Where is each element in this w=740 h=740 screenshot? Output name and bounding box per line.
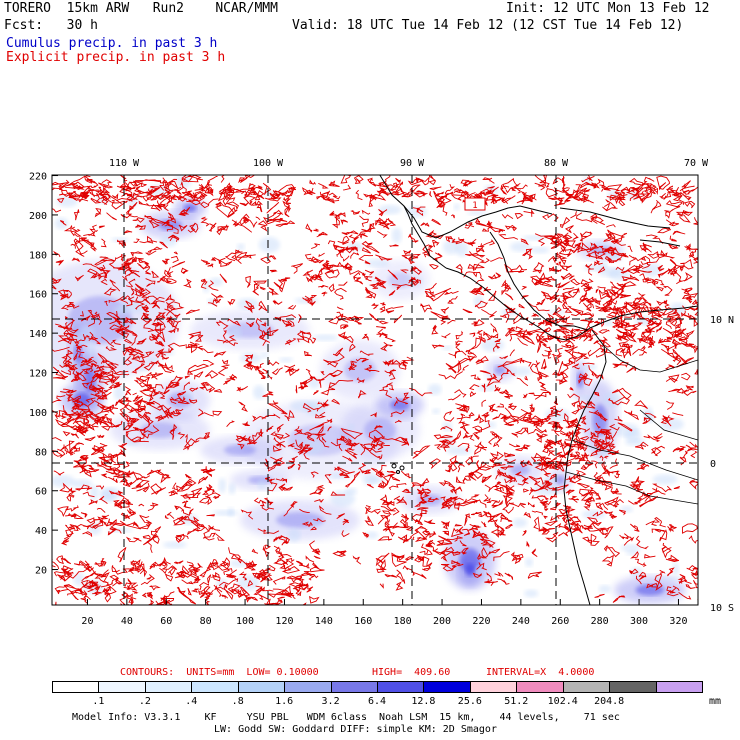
x-tick-label: 260 [551,616,569,627]
colorbar-tick-label: 204.8 [594,696,625,707]
y-tick-label: 160 [29,290,47,301]
longitude-label: 70 W [684,158,709,169]
physics-info: LW: Godd SW: Goddard DIFF: simple KM: 2D… [214,724,497,735]
colorbar-tick-label: 6.4 [367,696,387,707]
y-tick-label: 20 [35,566,47,577]
latitude-label: 10 N [710,315,734,326]
colorbar-tick-label: .2 [138,696,151,707]
axis-ticks [52,175,679,605]
longitude-label: 80 W [544,158,569,169]
x-tick-label: 240 [512,616,530,627]
colorbar-swatch [562,681,611,693]
colorbar-tick-label: .1 [92,696,105,707]
colorbar-swatch [98,681,146,693]
colorbar-tick-label: 12.8 [411,696,436,707]
colorbar-tick-label: 25.6 [457,696,482,707]
valid-time: Valid: 18 UTC Tue 14 Feb 12 (12 CST Tue … [292,18,684,33]
colorbar-tick-label: 51.2 [504,696,529,707]
latitude-label: 10 S [710,603,734,614]
colorbar-tick-label: 102.4 [547,696,578,707]
x-tick-label: 120 [275,616,293,627]
convective-precip-shading [52,175,687,604]
colorbar-swatch [655,681,703,693]
colorbar-tick-label: .4 [185,696,198,707]
y-tick-label: 220 [29,172,47,183]
y-tick-label: 120 [29,369,47,380]
longitude-label: 110 W [109,158,140,169]
x-tick-label: 160 [354,616,372,627]
init-time: Init: 12 UTC Mon 13 Feb 12 [506,1,710,16]
colorbar-swatch [516,681,564,693]
colorbar-swatch [423,681,471,693]
legend-cumulus: Cumulus precip. in past 3 h [6,36,218,51]
colorbar-tick-label: 3.2 [321,696,340,707]
y-tick-label: 80 [35,447,47,458]
x-tick-label: 100 [236,616,254,627]
axis-tick-labels: 220 200 180 160 140 120 100 80 60 40 20 20 40 60 80 100… [29,158,734,627]
x-tick-label: 320 [669,616,687,627]
x-tick-label: 60 [160,616,172,627]
contour-units: CONTOURS: UNITS=mm LOW= 0.10000 [120,667,319,678]
max-value-marker [464,197,486,211]
colorbar-swatch [284,681,332,693]
latitude-label: 0 [710,459,716,470]
x-tick-label: 200 [433,616,451,627]
map-frame [51,174,699,606]
y-tick-label: 140 [29,329,47,340]
x-tick-label: 220 [472,616,490,627]
colorbar-swatch [52,681,100,693]
y-tick-label: 40 [35,526,47,537]
colorbar-swatch [469,681,518,693]
x-tick-label: 300 [630,616,648,627]
coastline [379,175,698,605]
x-tick-label: 20 [81,616,93,627]
colorbar-unit: mm [709,696,722,707]
contour-high: HIGH= 409.60 [372,667,451,678]
max-value-label: 1 [472,201,477,211]
colorbar-swatch [191,681,239,693]
y-tick-label: 200 [29,211,47,222]
x-tick-label: 40 [121,616,133,627]
contour-interval: INTERVAL=X 4.0000 [486,667,595,678]
colorbar-swatch [609,681,657,693]
longitude-label: 100 W [253,158,284,169]
legend-explicit: Explicit precip. in past 3 h [6,50,226,65]
x-tick-label: 180 [394,616,412,627]
x-tick-label: 280 [591,616,609,627]
graticule [52,175,698,605]
model-run-title: TORERO 15km ARW Run2 NCAR/MMM [4,1,278,16]
y-tick-label: 60 [35,487,47,498]
colorbar-swatch [237,681,286,693]
colorbar-swatch [144,681,193,693]
forecast-hour: Fcst: 30 h [4,18,98,33]
colorbar-tick-label: .8 [231,696,244,707]
x-tick-label: 140 [315,616,333,627]
colorbar-tick-label: 1.6 [275,696,294,707]
longitude-label: 90 W [400,158,425,169]
colorbar-swatch [377,681,425,693]
x-tick-label: 80 [200,616,212,627]
y-tick-label: 100 [29,408,47,419]
colorbar-swatch [330,681,378,693]
model-info: Model Info: V3.3.1 KF YSU PBL WDM 6class… [72,712,620,723]
explicit-precip-contours [52,175,698,605]
y-tick-label: 180 [29,250,47,261]
